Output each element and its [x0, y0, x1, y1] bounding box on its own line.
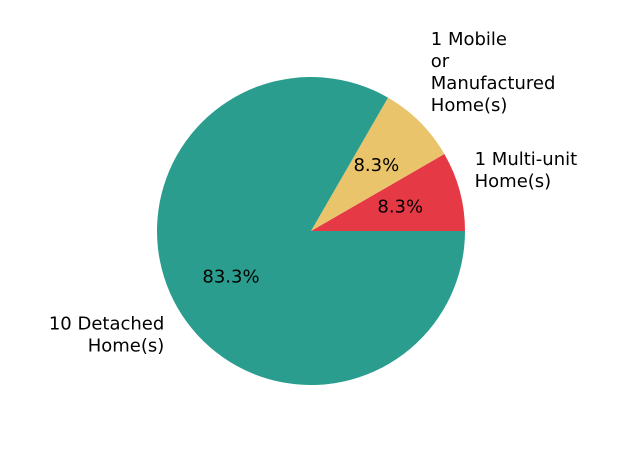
pie-labels: 8.3%1 Multi-unit Home(s)8.3%1 Mobile or Man… — [49, 29, 577, 356]
pie-category-label-2: 10 Detached Home(s) — [49, 314, 164, 357]
pie-percent-label-0: 8.3% — [377, 197, 423, 218]
pie-slice-0 — [311, 154, 465, 231]
pie-category-label-line: or — [431, 51, 450, 72]
pie-category-label-0: 1 Multi-unit Home(s) — [475, 149, 578, 192]
pie-category-label-line: Home(s) — [431, 95, 508, 116]
pie-slice-1 — [311, 97, 445, 232]
pie-percent-label-1: 8.3% — [353, 155, 399, 176]
pie-category-label-line: Home(s) — [88, 336, 165, 357]
pie-slice-2 — [157, 76, 465, 385]
pie-category-label-line: 10 Detached — [49, 314, 164, 335]
pie-category-label-line: Home(s) — [475, 171, 552, 192]
pie-category-label-line: 1 Multi-unit — [475, 149, 578, 170]
pie-category-label-line: Manufactured — [431, 73, 556, 94]
pie-category-label-1: 1 Mobile or Manufactured Home(s) — [431, 29, 556, 116]
pie-slices — [157, 76, 465, 385]
pie-category-label-line: 1 Mobile — [431, 29, 507, 50]
pie-percent-label-2: 83.3% — [202, 267, 259, 288]
